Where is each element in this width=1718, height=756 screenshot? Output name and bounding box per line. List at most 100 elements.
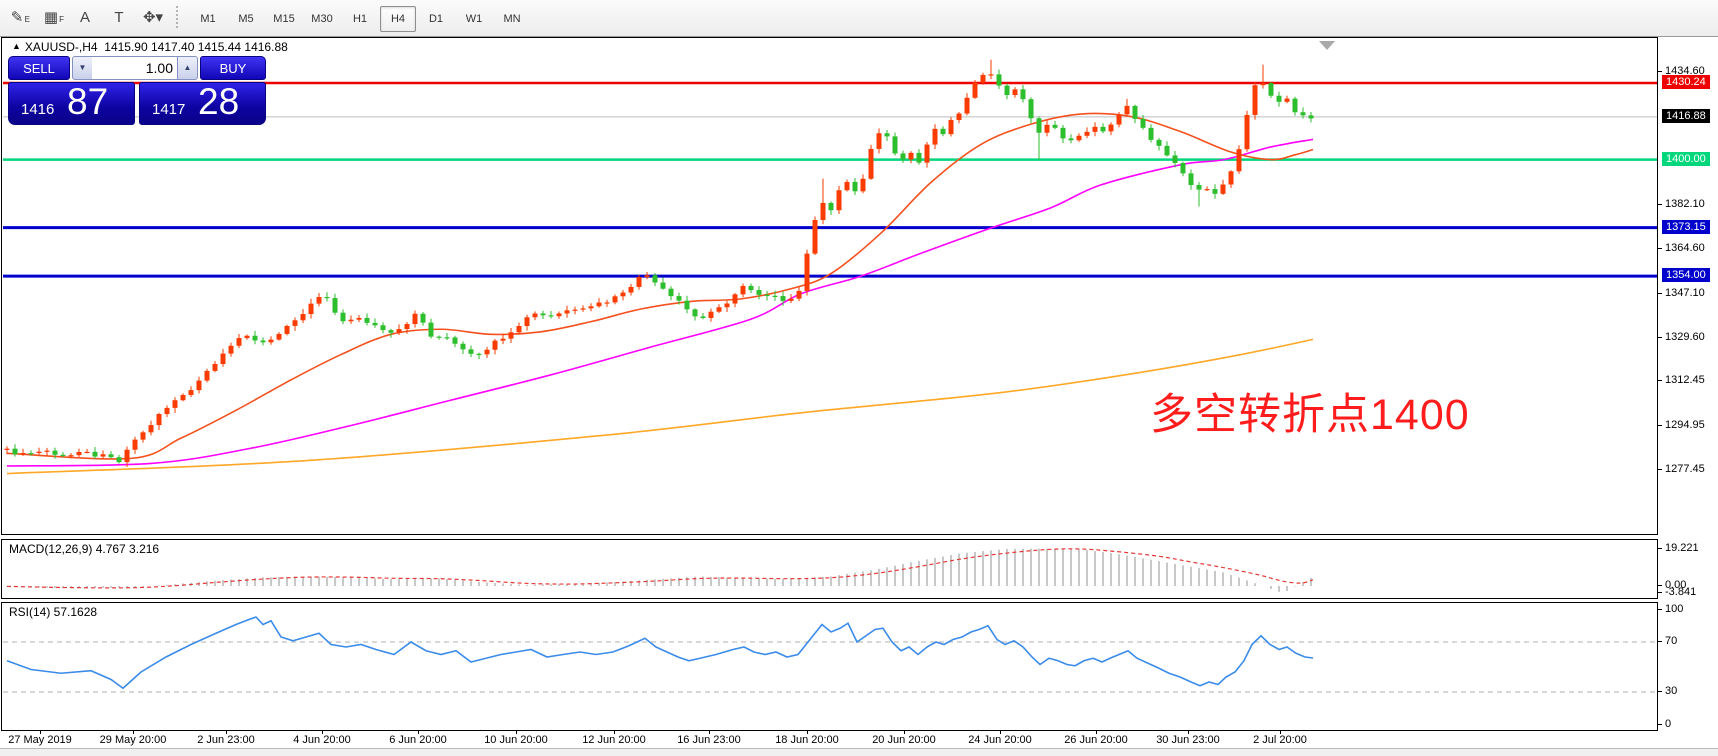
time-tick-label: 2 Jun 23:00 — [197, 734, 255, 746]
timeframe-button-w1[interactable]: W1 — [465, 13, 483, 25]
time-tick-mark — [614, 730, 615, 734]
text-label-icon[interactable]: A — [79, 9, 90, 26]
price-tick-label: 1347.10 — [1665, 286, 1705, 299]
time-tick-label: 6 Jun 20:00 — [389, 734, 447, 746]
time-tick-label: 2 Jul 20:00 — [1253, 734, 1307, 746]
time-axis[interactable]: 27 May 2019 29 May 20:00 2 Jun 23:00 4 Jun … — [0, 730, 1718, 748]
macd-indicator-label: MACD(12,26,9) 4.767 3.216 — [9, 542, 160, 556]
buy-price-small: 1417 — [152, 101, 186, 118]
price-tick-label: 1294.95 — [1665, 418, 1705, 431]
time-tick-label: 26 Jun 20:00 — [1064, 734, 1128, 746]
axis-tick-mark — [1658, 609, 1662, 610]
macd-pane[interactable] — [1, 539, 1658, 599]
price-tick-label: 1329.60 — [1665, 330, 1705, 343]
axis-tick-mark — [1658, 724, 1662, 725]
arrow-objects-icon[interactable]: ✥▾ — [142, 9, 164, 26]
time-tick-mark — [807, 730, 808, 734]
time-tick-mark — [1000, 730, 1001, 734]
time-tick-label: 16 Jun 23:00 — [677, 734, 741, 746]
time-tick-mark — [516, 730, 517, 734]
price-axis[interactable]: 1434.60 1382.10 1364.60 1347.10 1329.60 1312.… — [1658, 37, 1718, 748]
chart-shift-marker-icon[interactable] — [1319, 41, 1335, 50]
time-tick-label: 4 Jun 20:00 — [293, 734, 351, 746]
main-chart-pane[interactable] — [1, 37, 1658, 535]
timeframe-button-m30[interactable]: M30 — [311, 13, 333, 25]
volume-input[interactable] — [92, 56, 178, 80]
axis-tick-mark — [1658, 336, 1662, 338]
price-level-badge: 1373.15 — [1662, 219, 1710, 234]
chart-header: ▲ XAUUSD-,H4 1415.90 1417.40 1415.44 1416… — [12, 40, 288, 54]
timeframe-group: M1 M5 M15 M30 H1 H4 D1 W1 MN — [189, 6, 531, 32]
timeframe-button-h1[interactable]: H1 — [352, 13, 368, 25]
expert-advisors-icon-sub: E — [24, 15, 30, 24]
status-strip — [0, 748, 1718, 756]
toolbar: ✎ E ▦ F A T ✥▾ M1 M5 M15 M30 H1 H4 D1 W1 MN — [0, 0, 1718, 37]
time-tick-label: 24 Jun 20:00 — [968, 734, 1032, 746]
price-level-badge: 1400.00 — [1662, 151, 1710, 166]
axis-tick-mark — [1658, 203, 1662, 205]
price-level-badge: 1354.00 — [1662, 268, 1710, 283]
indicators-grid-icon[interactable]: ▦ F — [35, 4, 67, 32]
buy-price-big: 28 — [198, 81, 240, 122]
buy-price-display[interactable]: 1417 28 — [139, 81, 266, 125]
timeframe-button-d1[interactable]: D1 — [428, 13, 444, 25]
indicators-grid-icon-sub: F — [59, 15, 64, 24]
rsi-chart[interactable] — [2, 603, 1657, 730]
axis-tick-mark — [1658, 592, 1662, 594]
rsi-scale-label: 30 — [1665, 685, 1678, 697]
timeframe-button-h4[interactable]: H4 — [380, 6, 416, 32]
expert-advisors-icon[interactable]: ✎ E — [1, 4, 33, 32]
timeframe-button-m15[interactable]: M15 — [273, 13, 295, 25]
axis-tick-mark — [1658, 380, 1662, 382]
volume-increase-button[interactable]: ▲ — [177, 56, 198, 80]
text-tool-icon[interactable]: T — [114, 9, 124, 26]
buy-button[interactable]: BUY — [200, 56, 266, 80]
sell-price-big: 87 — [67, 81, 109, 122]
time-tick-mark — [418, 730, 419, 734]
axis-tick-mark — [1658, 248, 1662, 250]
rsi-scale-label: 100 — [1665, 603, 1684, 615]
sell-price-small: 1416 — [21, 101, 55, 118]
axis-tick-mark — [1658, 641, 1662, 642]
timeframe-button-m1[interactable]: M1 — [200, 13, 216, 25]
time-tick-mark — [322, 730, 323, 734]
axis-tick-mark — [1658, 585, 1662, 586]
axis-tick-mark — [1658, 468, 1662, 470]
macd-scale-label: 19.221 — [1665, 541, 1699, 554]
volume-decrease-button[interactable]: ▼ — [72, 56, 93, 80]
candlestick-chart[interactable] — [2, 38, 1657, 534]
time-tick-mark — [40, 730, 41, 734]
price-tick-label: 1312.45 — [1665, 374, 1705, 387]
time-tick-label: 29 May 20:00 — [99, 734, 167, 746]
rsi-scale-label: 0 — [1665, 718, 1672, 730]
sell-price-display[interactable]: 1416 87 — [8, 81, 135, 125]
chart-annotation-text: 多空转折点1400 — [1150, 391, 1470, 439]
rsi-pane[interactable] — [1, 602, 1658, 731]
macd-scale-label: 0.00 — [1665, 579, 1687, 591]
time-tick-label: 20 Jun 20:00 — [872, 734, 936, 746]
axis-tick-mark — [1658, 547, 1662, 549]
sell-button[interactable]: SELL — [8, 56, 70, 80]
time-tick-label: 18 Jun 20:00 — [775, 734, 839, 746]
time-tick-mark — [1280, 730, 1281, 734]
time-tick-label: 10 Jun 20:00 — [484, 734, 548, 746]
timeframe-button-m5[interactable]: M5 — [238, 13, 254, 25]
price-level-badge: 1430.24 — [1662, 75, 1710, 90]
timeframe-button-mn[interactable]: MN — [503, 13, 521, 25]
rsi-scale-label: 70 — [1665, 635, 1678, 647]
ohlc-values: 1415.90 1417.40 1415.44 1416.88 — [104, 40, 288, 54]
macd-chart[interactable] — [2, 540, 1657, 598]
one-click-trading-panel: SELL ▼ ▲ BUY 1416 87 1417 28 — [8, 56, 266, 125]
price-tick-label: 1434.60 — [1665, 65, 1705, 77]
axis-tick-mark — [1658, 71, 1662, 72]
time-tick-mark — [1188, 730, 1189, 734]
rsi-indicator-label: RSI(14) 57.1628 — [9, 605, 98, 619]
price-tick-label: 1277.45 — [1665, 462, 1705, 475]
time-tick-mark — [1096, 730, 1097, 734]
collapse-triangle-icon[interactable]: ▲ — [12, 41, 21, 51]
time-tick-mark — [226, 730, 227, 734]
price-tick-label: 1364.60 — [1665, 242, 1705, 255]
axis-tick-mark — [1658, 424, 1662, 426]
toolbar-separator — [176, 6, 183, 28]
